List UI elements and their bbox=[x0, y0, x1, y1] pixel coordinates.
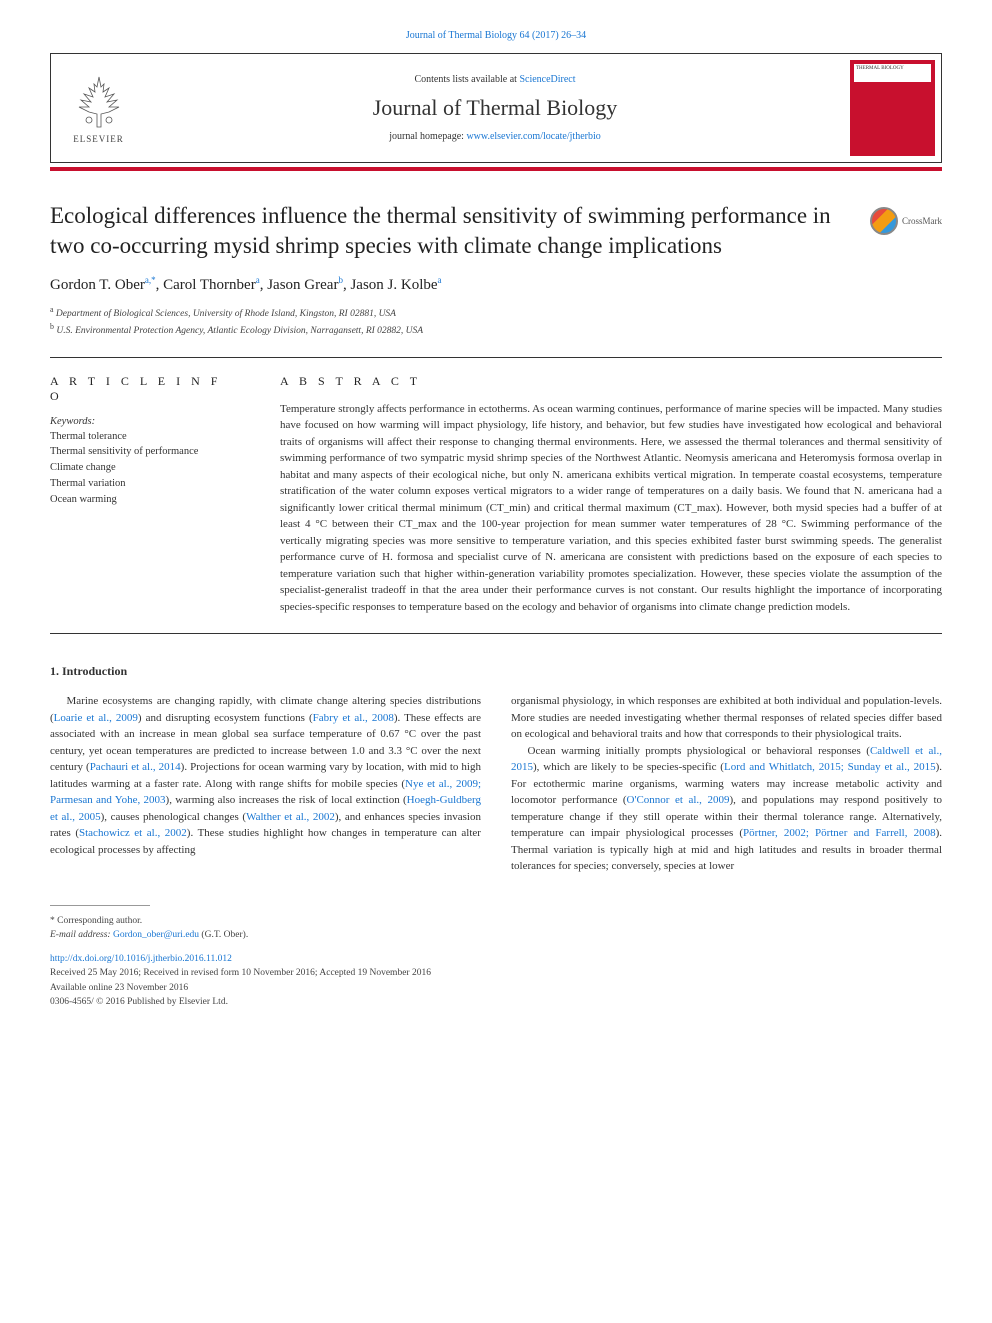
affiliations: a Department of Biological Sciences, Uni… bbox=[50, 304, 942, 339]
elsevier-label: ELSEVIER bbox=[73, 134, 124, 144]
abstract-column: A B S T R A C T Temperature strongly aff… bbox=[280, 374, 942, 616]
crossmark-badge[interactable]: CrossMark bbox=[870, 207, 942, 235]
abstract-text: Temperature strongly affects performance… bbox=[280, 401, 942, 616]
elsevier-tree-icon bbox=[69, 72, 129, 132]
elsevier-logo[interactable]: ELSEVIER bbox=[51, 54, 146, 162]
received-line: Received 25 May 2016; Received in revise… bbox=[50, 966, 942, 980]
keyword-item: Thermal sensitivity of performance bbox=[50, 444, 240, 460]
brand-accent-bar bbox=[50, 167, 942, 171]
keyword-item: Ocean warming bbox=[50, 492, 240, 508]
journal-name: Journal of Thermal Biology bbox=[373, 95, 618, 121]
contents-line: Contents lists available at ScienceDirec… bbox=[414, 74, 575, 85]
paragraph: organismal physiology, in which response… bbox=[511, 693, 942, 743]
crossmark-icon bbox=[870, 207, 898, 235]
journal-citation[interactable]: Journal of Thermal Biology 64 (2017) 26–… bbox=[50, 30, 942, 41]
article-title: Ecological differences influence the the… bbox=[50, 201, 850, 261]
keyword-item: Thermal tolerance bbox=[50, 429, 240, 445]
doi-link[interactable]: http://dx.doi.org/10.1016/j.jtherbio.201… bbox=[50, 954, 232, 964]
section-heading-intro: 1. Introduction bbox=[50, 664, 942, 679]
journal-cover-thumbnail[interactable]: THERMAL BIOLOGY bbox=[850, 60, 935, 156]
article-info-heading: A R T I C L E I N F O bbox=[50, 374, 240, 404]
email-line: E-mail address: Gordon_ober@uri.edu (G.T… bbox=[50, 928, 942, 942]
cover-label: THERMAL BIOLOGY bbox=[854, 64, 931, 82]
homepage-link[interactable]: www.elsevier.com/locate/jtherbio bbox=[466, 131, 600, 142]
affiliation-a: a Department of Biological Sciences, Uni… bbox=[50, 304, 942, 321]
abstract-heading: A B S T R A C T bbox=[280, 374, 942, 389]
keywords-list: Thermal tolerance Thermal sensitivity of… bbox=[50, 429, 240, 508]
corresponding-email-link[interactable]: Gordon_ober@uri.edu bbox=[113, 930, 199, 940]
available-line: Available online 23 November 2016 bbox=[50, 981, 942, 995]
authors-line: Gordon T. Obera,*, Carol Thornbera, Jaso… bbox=[50, 275, 942, 294]
paragraph: Marine ecosystems are changing rapidly, … bbox=[50, 693, 481, 858]
journal-header: ELSEVIER Contents lists available at Sci… bbox=[50, 53, 942, 163]
copyright-line: 0306-4565/ © 2016 Published by Elsevier … bbox=[50, 995, 942, 1009]
footer-block: * Corresponding author. E-mail address: … bbox=[50, 914, 942, 1010]
rule bbox=[50, 633, 942, 634]
affiliation-b: b U.S. Environmental Protection Agency, … bbox=[50, 321, 942, 338]
rule bbox=[50, 357, 942, 358]
keyword-item: Thermal variation bbox=[50, 476, 240, 492]
homepage-line: journal homepage: www.elsevier.com/locat… bbox=[389, 131, 601, 142]
article-info-column: A R T I C L E I N F O Keywords: Thermal … bbox=[50, 374, 240, 616]
sciencedirect-link[interactable]: ScienceDirect bbox=[519, 74, 575, 85]
crossmark-label: CrossMark bbox=[902, 216, 942, 226]
keyword-item: Climate change bbox=[50, 460, 240, 476]
footnote-rule bbox=[50, 905, 150, 906]
keywords-label: Keywords: bbox=[50, 416, 240, 427]
paragraph: Ocean warming initially prompts physiolo… bbox=[511, 743, 942, 875]
corresponding-note: * Corresponding author. bbox=[50, 914, 942, 928]
body-text: Marine ecosystems are changing rapidly, … bbox=[50, 693, 942, 875]
